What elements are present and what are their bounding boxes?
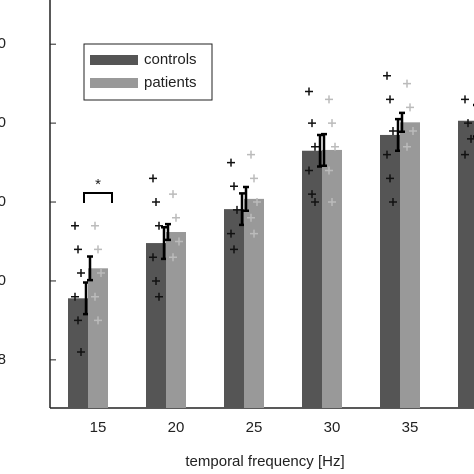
data-point [409,127,417,136]
error-bar [87,255,93,282]
data-point [389,198,397,207]
y-tick-label: 0 [0,35,6,52]
data-point [227,158,235,167]
data-point [250,229,258,238]
bar [68,298,88,408]
error-bar [243,185,249,212]
data-point [230,245,238,254]
bar [88,268,108,408]
bar [146,243,166,408]
data-point [325,95,333,104]
bar [224,209,244,408]
data-point [91,221,99,230]
bar [244,198,264,408]
data-point [247,213,255,222]
data-point [308,190,316,199]
data-point [331,142,339,151]
bar [380,134,400,409]
data-point [74,316,82,325]
data-point [389,127,397,136]
data-point [325,166,333,175]
x-tick-label: 20 [168,419,185,436]
data-point [253,198,261,207]
data-point [383,150,391,159]
data-point [305,87,313,96]
bar [322,149,342,409]
data-point [94,245,102,254]
data-point [328,119,336,128]
data-point [94,316,102,325]
y-tick-label: 8 [0,351,6,368]
bar [400,122,420,409]
x-axis-label: temporal frequency [Hz] [185,453,344,470]
y-tick-label: 0 [0,193,6,210]
data-point [172,213,180,222]
x-tick-label: 15 [90,419,107,436]
annotation: * [95,176,101,193]
data-point [77,269,85,278]
significance-bracket [83,192,113,203]
data-point [97,269,105,278]
data-point [233,205,241,214]
x-tick-label: 30 [324,419,341,436]
data-point [155,221,163,230]
data-point [169,190,177,199]
bar [458,120,474,409]
data-point [71,221,79,230]
data-point [155,292,163,301]
legend-swatch [90,55,138,65]
legend-swatch [90,78,138,88]
data-point [74,245,82,254]
data-point [403,142,411,151]
x-tick-label: 35 [402,419,419,436]
y-tick-label: 0 [0,272,6,289]
error-bar [399,111,405,134]
data-point [406,103,414,112]
data-point [152,198,160,207]
legend-label: controls [144,51,197,68]
data-point [250,174,258,183]
bar [302,150,322,408]
data-point [461,95,469,104]
data-point [152,276,160,285]
error-bar [321,132,327,167]
data-point [308,119,316,128]
data-point [149,253,157,262]
data-point [149,174,157,183]
data-point [328,198,336,207]
legend-label: patients [144,74,197,91]
data-point [383,71,391,80]
data-point [71,292,79,301]
bar [166,232,186,408]
data-point [403,79,411,88]
x-tick-label: 25 [246,419,263,436]
data-point [311,198,319,207]
data-point [77,347,85,356]
data-point [169,253,177,262]
error-bar [165,222,171,242]
data-point [227,229,235,238]
data-point [175,237,183,246]
legend-box [83,43,213,101]
data-point [386,95,394,104]
data-point [386,174,394,183]
data-point [461,150,469,159]
data-point [91,292,99,301]
data-point [464,119,472,128]
y-tick-label: 0 [0,114,6,131]
data-point [311,142,319,151]
data-point [247,150,255,159]
data-point [305,166,313,175]
data-point [230,182,238,191]
